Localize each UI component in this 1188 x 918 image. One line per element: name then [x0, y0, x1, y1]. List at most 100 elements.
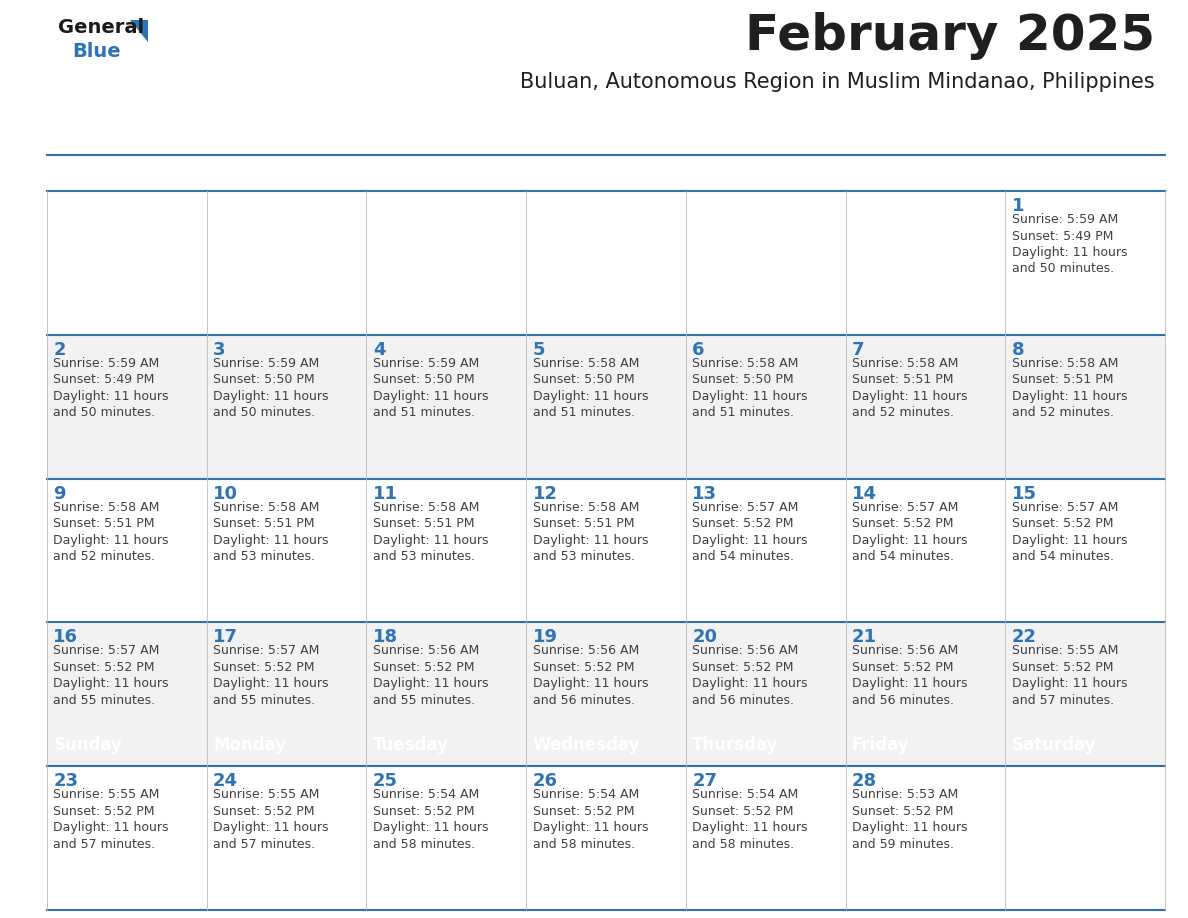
Text: Sunset: 5:52 PM: Sunset: 5:52 PM	[213, 661, 315, 674]
Text: 2: 2	[53, 341, 65, 359]
Text: Buluan, Autonomous Region in Muslim Mindanao, Philippines: Buluan, Autonomous Region in Muslim Mind…	[520, 72, 1155, 92]
Text: Sunrise: 5:57 AM: Sunrise: 5:57 AM	[852, 500, 959, 513]
Text: Daylight: 11 hours: Daylight: 11 hours	[213, 533, 329, 546]
Bar	[48, 622, 207, 767]
Bar	[48, 191, 207, 335]
Text: Sunrise: 5:58 AM: Sunrise: 5:58 AM	[532, 500, 639, 513]
Text: Sunset: 5:50 PM: Sunset: 5:50 PM	[373, 374, 474, 386]
Text: Sunset: 5:52 PM: Sunset: 5:52 PM	[1012, 517, 1113, 530]
Bar	[846, 767, 1005, 910]
Text: and 50 minutes.: and 50 minutes.	[213, 407, 315, 420]
Text: Sunrise: 5:57 AM: Sunrise: 5:57 AM	[53, 644, 159, 657]
Text: 22: 22	[1012, 629, 1037, 646]
Text: 18: 18	[373, 629, 398, 646]
Text: Wednesday: Wednesday	[532, 736, 640, 754]
Polygon shape	[129, 20, 148, 42]
Bar	[1005, 622, 1165, 767]
Text: Sunrise: 5:59 AM: Sunrise: 5:59 AM	[53, 357, 159, 370]
Text: Sunrise: 5:59 AM: Sunrise: 5:59 AM	[1012, 213, 1118, 226]
Text: 13: 13	[693, 485, 718, 502]
Text: Friday: Friday	[852, 736, 910, 754]
Text: Daylight: 11 hours: Daylight: 11 hours	[53, 533, 169, 546]
Text: Sunrise: 5:58 AM: Sunrise: 5:58 AM	[53, 500, 159, 513]
Bar	[685, 622, 846, 767]
Text: Sunrise: 5:57 AM: Sunrise: 5:57 AM	[213, 644, 320, 657]
Bar	[526, 478, 685, 622]
Text: Daylight: 11 hours: Daylight: 11 hours	[532, 677, 647, 690]
Text: Sunrise: 5:58 AM: Sunrise: 5:58 AM	[1012, 357, 1118, 370]
Text: 11: 11	[373, 485, 398, 502]
Text: Thursday: Thursday	[693, 736, 778, 754]
Bar	[685, 478, 846, 622]
Bar	[846, 622, 1005, 767]
Text: Sunrise: 5:57 AM: Sunrise: 5:57 AM	[693, 500, 798, 513]
Text: 9: 9	[53, 485, 65, 502]
Text: Sunset: 5:50 PM: Sunset: 5:50 PM	[532, 374, 634, 386]
Text: Sunrise: 5:58 AM: Sunrise: 5:58 AM	[213, 500, 320, 513]
Bar	[846, 727, 1005, 763]
Bar	[366, 767, 526, 910]
Text: and 55 minutes.: and 55 minutes.	[53, 694, 156, 707]
Text: Daylight: 11 hours: Daylight: 11 hours	[1012, 390, 1127, 403]
Text: Daylight: 11 hours: Daylight: 11 hours	[53, 390, 169, 403]
Text: Daylight: 11 hours: Daylight: 11 hours	[532, 390, 647, 403]
Text: Sunrise: 5:55 AM: Sunrise: 5:55 AM	[213, 789, 320, 801]
Text: Daylight: 11 hours: Daylight: 11 hours	[532, 533, 647, 546]
Text: Sunset: 5:52 PM: Sunset: 5:52 PM	[373, 661, 474, 674]
Text: and 53 minutes.: and 53 minutes.	[532, 550, 634, 563]
Text: 1: 1	[1012, 197, 1024, 215]
Text: Sunrise: 5:56 AM: Sunrise: 5:56 AM	[373, 644, 479, 657]
Text: Sunrise: 5:58 AM: Sunrise: 5:58 AM	[852, 357, 959, 370]
Text: and 59 minutes.: and 59 minutes.	[852, 838, 954, 851]
Text: Sunrise: 5:53 AM: Sunrise: 5:53 AM	[852, 789, 959, 801]
Bar	[846, 191, 1005, 335]
Text: Sunrise: 5:55 AM: Sunrise: 5:55 AM	[53, 789, 159, 801]
Bar	[685, 335, 846, 478]
Bar	[366, 622, 526, 767]
Text: Sunrise: 5:58 AM: Sunrise: 5:58 AM	[532, 357, 639, 370]
Text: and 56 minutes.: and 56 minutes.	[852, 694, 954, 707]
Text: Sunset: 5:52 PM: Sunset: 5:52 PM	[213, 805, 315, 818]
Bar	[526, 622, 685, 767]
Text: 25: 25	[373, 772, 398, 790]
Bar	[48, 478, 207, 622]
Text: Daylight: 11 hours: Daylight: 11 hours	[852, 822, 967, 834]
Text: Sunset: 5:52 PM: Sunset: 5:52 PM	[852, 805, 954, 818]
Text: Daylight: 11 hours: Daylight: 11 hours	[852, 533, 967, 546]
Bar	[207, 478, 366, 622]
Text: 24: 24	[213, 772, 238, 790]
Text: General: General	[58, 18, 144, 37]
Text: and 55 minutes.: and 55 minutes.	[213, 694, 315, 707]
Text: Sunset: 5:52 PM: Sunset: 5:52 PM	[532, 661, 634, 674]
Text: and 53 minutes.: and 53 minutes.	[373, 550, 475, 563]
Bar	[366, 478, 526, 622]
Text: and 58 minutes.: and 58 minutes.	[693, 838, 795, 851]
Text: and 56 minutes.: and 56 minutes.	[532, 694, 634, 707]
Bar	[207, 335, 366, 478]
Text: Sunset: 5:52 PM: Sunset: 5:52 PM	[693, 661, 794, 674]
Text: 10: 10	[213, 485, 238, 502]
Text: Sunrise: 5:56 AM: Sunrise: 5:56 AM	[532, 644, 639, 657]
Bar	[526, 191, 685, 335]
Bar	[1005, 191, 1165, 335]
Text: 17: 17	[213, 629, 238, 646]
Text: Sunrise: 5:58 AM: Sunrise: 5:58 AM	[373, 500, 479, 513]
Text: Sunset: 5:50 PM: Sunset: 5:50 PM	[213, 374, 315, 386]
Bar	[366, 335, 526, 478]
Text: and 54 minutes.: and 54 minutes.	[1012, 550, 1113, 563]
Text: Sunset: 5:52 PM: Sunset: 5:52 PM	[53, 661, 154, 674]
Text: Sunrise: 5:56 AM: Sunrise: 5:56 AM	[693, 644, 798, 657]
Text: Daylight: 11 hours: Daylight: 11 hours	[693, 677, 808, 690]
Text: Daylight: 11 hours: Daylight: 11 hours	[693, 390, 808, 403]
Text: 5: 5	[532, 341, 545, 359]
Text: Sunset: 5:51 PM: Sunset: 5:51 PM	[213, 517, 315, 530]
Text: Sunset: 5:52 PM: Sunset: 5:52 PM	[852, 661, 954, 674]
Bar	[846, 335, 1005, 478]
Text: Daylight: 11 hours: Daylight: 11 hours	[213, 677, 329, 690]
Text: 19: 19	[532, 629, 557, 646]
Text: Daylight: 11 hours: Daylight: 11 hours	[53, 677, 169, 690]
Text: 6: 6	[693, 341, 704, 359]
Text: 26: 26	[532, 772, 557, 790]
Bar	[48, 767, 207, 910]
Text: Sunset: 5:50 PM: Sunset: 5:50 PM	[693, 374, 794, 386]
